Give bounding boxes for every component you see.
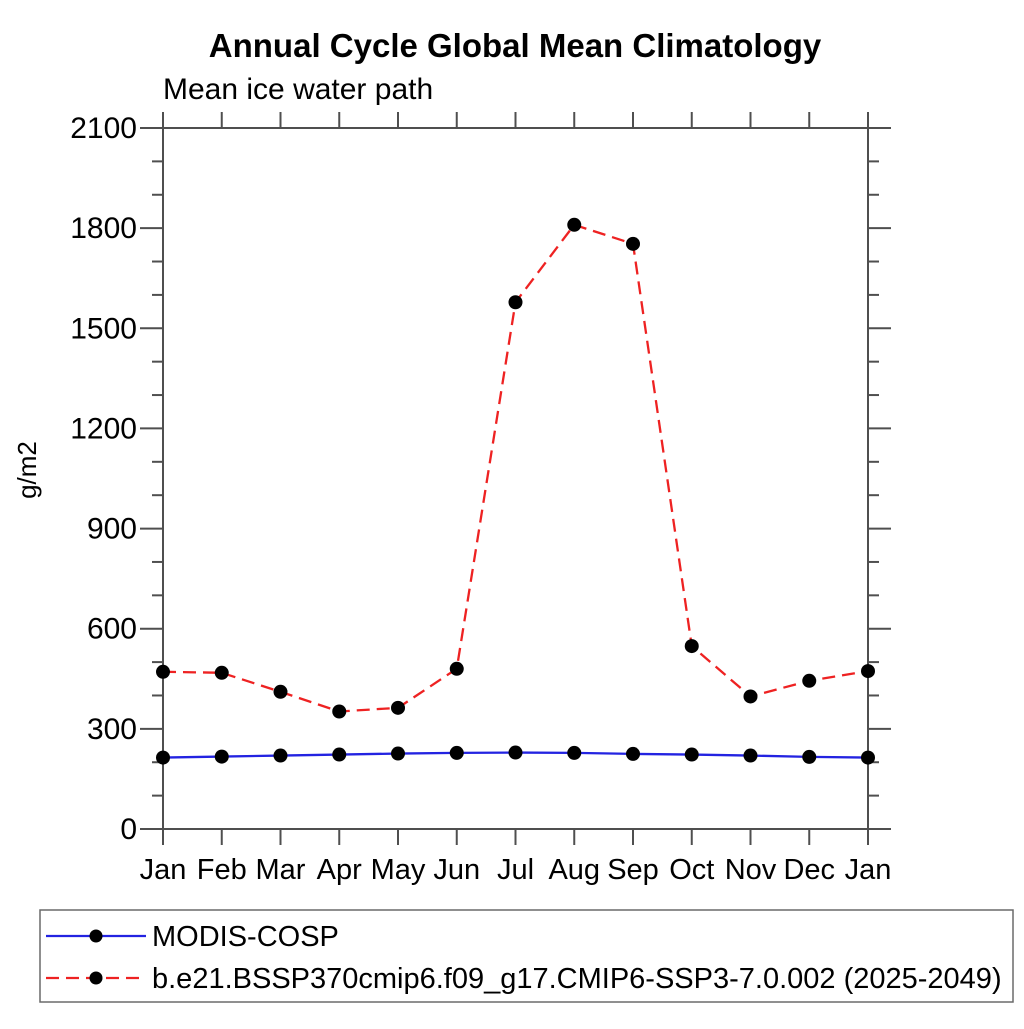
x-tick-label: Aug <box>548 854 600 886</box>
y-axis-label: g/m2 <box>12 441 42 499</box>
data-point-marker <box>743 689 758 704</box>
data-point-marker <box>861 664 875 679</box>
legend: MODIS-COSP b.e21.BSSP370cmip6.f09_g17.CM… <box>39 909 1014 1003</box>
x-tick-label: Jan <box>140 854 187 886</box>
data-point-marker <box>273 684 288 699</box>
x-tick-label: Jan <box>845 854 892 886</box>
data-point-marker <box>449 661 464 676</box>
legend-label-observation: MODIS-COSP <box>152 921 339 953</box>
data-point-marker <box>567 217 582 232</box>
x-tick-label: Oct <box>669 854 714 886</box>
y-tick-label: 0 <box>120 813 137 846</box>
x-tick-label: Jun <box>433 854 480 886</box>
data-point-marker <box>508 295 523 310</box>
data-point-marker <box>332 704 347 719</box>
data-point-marker <box>684 639 699 654</box>
legend-box <box>39 909 1014 1003</box>
y-tick-label: 600 <box>87 613 137 646</box>
data-point-marker <box>156 664 170 679</box>
data-point-marker <box>449 745 464 760</box>
axis-ticks <box>140 112 891 845</box>
data-point-marker <box>508 745 523 760</box>
data-point-marker <box>626 236 640 251</box>
y-tick-label: 1200 <box>70 412 137 445</box>
data-point-marker <box>332 747 347 762</box>
data-point-marker <box>684 747 699 762</box>
data-point-marker <box>802 673 817 688</box>
x-tick-label: Sep <box>607 854 659 886</box>
data-point-marker <box>391 746 405 761</box>
data-point-marker <box>626 746 640 761</box>
x-tick-label: Dec <box>783 854 835 886</box>
data-point-marker <box>391 700 405 715</box>
chart-subtitle: Mean ice water path <box>163 73 433 106</box>
data-point-marker <box>156 750 170 765</box>
plot-border <box>162 127 869 830</box>
y-tick-label: 300 <box>87 713 137 746</box>
chart-title: Annual Cycle Global Mean Climatology <box>209 27 822 64</box>
x-tick-labels: Jan Feb Mar Apr May Jun Jul Aug Sep Oct Nov Dec Jan <box>140 854 892 886</box>
data-point-marker <box>214 749 229 764</box>
x-tick-label: Mar <box>256 854 306 886</box>
x-tick-label: Jul <box>497 854 534 886</box>
data-point-marker <box>861 750 875 765</box>
legend-samples <box>46 929 146 985</box>
data-series <box>156 217 875 765</box>
y-tick-label: 2100 <box>70 112 137 145</box>
y-tick-label: 1500 <box>70 312 137 345</box>
data-point-marker <box>802 749 817 764</box>
y-tick-label: 900 <box>87 513 137 546</box>
data-point-marker <box>214 665 229 680</box>
x-tick-label: Apr <box>317 854 362 886</box>
legend-sample-marker-0 <box>89 929 103 943</box>
y-tick-label: 1800 <box>70 212 137 245</box>
x-tick-label: Feb <box>197 854 247 886</box>
x-tick-label: Nov <box>725 854 777 886</box>
y-tick-labels: 0 300 600 900 1200 1500 1800 2100 <box>70 112 137 846</box>
legend-label-model: b.e21.BSSP370cmip6.f09_g17.CMIP6-SSP3-7.… <box>152 963 1002 995</box>
data-point-marker <box>567 745 582 760</box>
legend-sample-marker-1 <box>89 971 103 985</box>
plot-frame <box>162 127 869 830</box>
data-point-marker <box>743 748 758 763</box>
data-point-marker <box>273 748 288 763</box>
x-tick-label: May <box>371 854 426 886</box>
